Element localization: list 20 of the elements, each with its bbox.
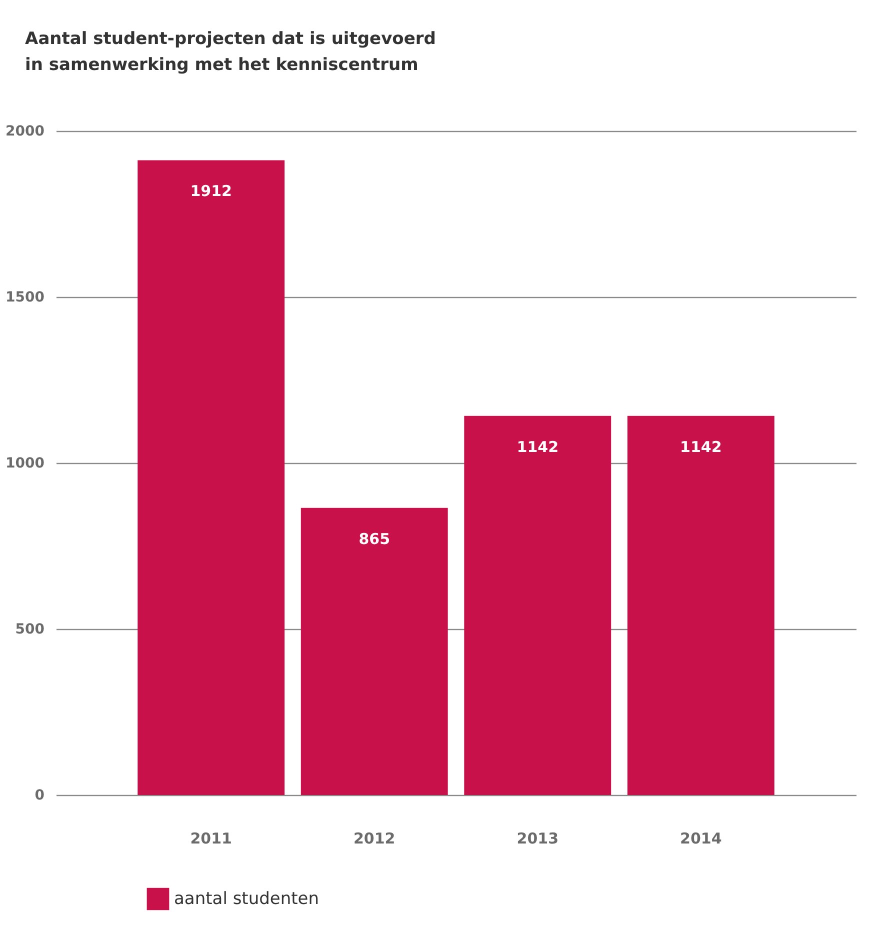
x-tick-label: 2011 [190,830,232,848]
bar [138,160,285,795]
bar [464,416,612,795]
legend-label: aantal studenten [174,889,320,909]
x-tick-label: 2012 [353,830,396,848]
text: Aantal student-projecten dat is uitgevoerd [25,29,436,49]
text: in samenwerking met het kenniscentrum [25,55,418,75]
data-label: 1142 [516,438,559,456]
data-label: 1142 [680,438,722,456]
y-tick-label: 0 [34,788,45,804]
data-label: 865 [358,530,390,548]
bar [300,508,448,795]
x-tick-label: 2014 [680,830,722,848]
y-tick-label: 1000 [6,456,45,472]
bar [627,416,774,795]
y-tick-label: 500 [15,622,45,638]
x-tick-label: 2013 [516,830,559,848]
y-tick-label: 1500 [6,290,45,306]
y-tick-label: 2000 [6,124,45,140]
data-label: 1912 [190,182,232,200]
